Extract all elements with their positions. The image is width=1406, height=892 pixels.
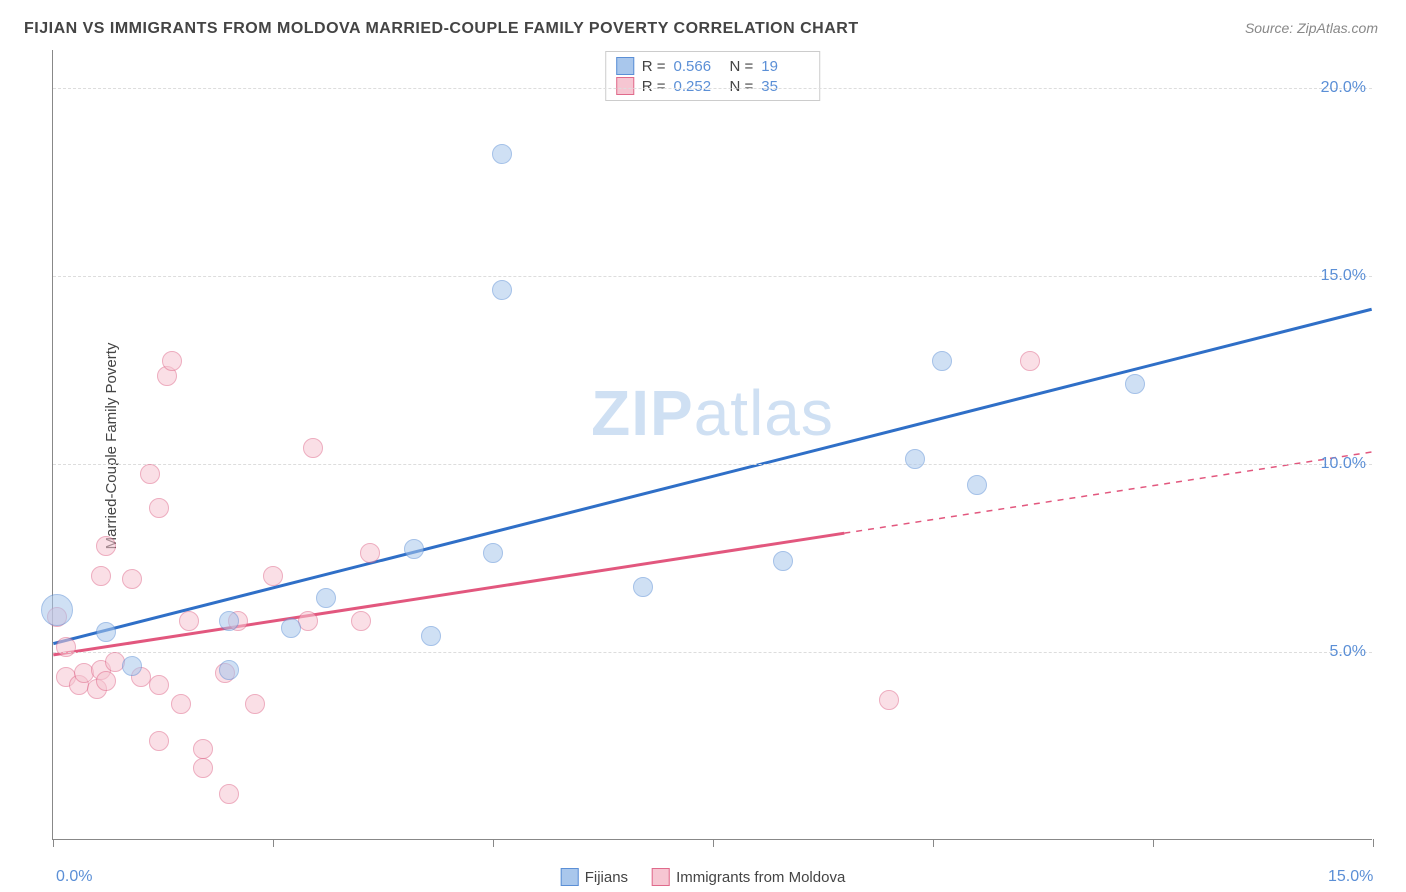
r-value: 0.566 bbox=[674, 58, 722, 75]
blue-point bbox=[316, 588, 336, 608]
pink-point bbox=[879, 690, 899, 710]
blue-point bbox=[967, 475, 987, 495]
blue-point bbox=[932, 351, 952, 371]
pink-point bbox=[140, 464, 160, 484]
y-tick-label: 20.0% bbox=[1321, 79, 1366, 97]
pink-point bbox=[149, 498, 169, 518]
pink-point bbox=[303, 438, 323, 458]
legend-bottom: Fijians Immigrants from Moldova bbox=[561, 868, 846, 886]
x-tick bbox=[933, 839, 934, 847]
pink-swatch-icon bbox=[616, 77, 634, 95]
n-value: 19 bbox=[761, 58, 809, 75]
pink-point bbox=[149, 675, 169, 695]
y-tick-label: 5.0% bbox=[1330, 643, 1366, 661]
legend-label: Fijians bbox=[585, 869, 628, 886]
x-tick bbox=[273, 839, 274, 847]
pink-point bbox=[193, 739, 213, 759]
pink-point bbox=[1020, 351, 1040, 371]
gridline bbox=[53, 276, 1372, 277]
blue-point bbox=[281, 618, 301, 638]
pink-point bbox=[360, 543, 380, 563]
n-value: 35 bbox=[761, 78, 809, 95]
x-tick bbox=[53, 839, 54, 847]
blue-point bbox=[421, 626, 441, 646]
blue-point bbox=[905, 449, 925, 469]
pink-point bbox=[179, 611, 199, 631]
blue-point bbox=[773, 551, 793, 571]
gridline bbox=[53, 464, 1372, 465]
pink-swatch-icon bbox=[652, 868, 670, 886]
x-tick bbox=[493, 839, 494, 847]
legend-stats-row: R = 0.566 N = 19 bbox=[616, 56, 810, 76]
pink-point bbox=[298, 611, 318, 631]
blue-point bbox=[96, 622, 116, 642]
pink-trendline bbox=[53, 533, 844, 655]
plot-area: ZIPatlas R =0.566N =19R =0.252N =35 5.0%… bbox=[52, 50, 1372, 840]
blue-point bbox=[219, 611, 239, 631]
pink-point bbox=[96, 671, 116, 691]
legend-item: Fijians bbox=[561, 868, 628, 886]
blue-point bbox=[492, 144, 512, 164]
blue-point bbox=[492, 280, 512, 300]
x-tick bbox=[1153, 839, 1154, 847]
pink-point bbox=[351, 611, 371, 631]
legend-stats-row: R = 0.252 N = 35 bbox=[616, 76, 810, 96]
pink-point bbox=[263, 566, 283, 586]
gridline bbox=[53, 652, 1372, 653]
n-label: N = bbox=[730, 58, 754, 75]
blue-point bbox=[122, 656, 142, 676]
x-tick-label: 0.0% bbox=[56, 868, 92, 886]
blue-point bbox=[1125, 374, 1145, 394]
pink-point bbox=[56, 637, 76, 657]
blue-point bbox=[219, 660, 239, 680]
blue-trendline bbox=[53, 309, 1371, 643]
pink-point bbox=[162, 351, 182, 371]
trend-lines-layer bbox=[53, 50, 1372, 839]
legend-item: Immigrants from Moldova bbox=[652, 868, 845, 886]
pink-point bbox=[219, 784, 239, 804]
blue-swatch-icon bbox=[616, 57, 634, 75]
pink-point bbox=[149, 731, 169, 751]
source-attribution: Source: ZipAtlas.com bbox=[1245, 20, 1378, 36]
pink-point bbox=[122, 569, 142, 589]
pink-point bbox=[91, 566, 111, 586]
pink-point bbox=[171, 694, 191, 714]
n-label: N = bbox=[730, 78, 754, 95]
y-tick-label: 10.0% bbox=[1321, 455, 1366, 473]
r-label: R = bbox=[642, 58, 666, 75]
y-tick-label: 15.0% bbox=[1321, 267, 1366, 285]
x-tick bbox=[713, 839, 714, 847]
r-value: 0.252 bbox=[674, 78, 722, 95]
blue-point bbox=[633, 577, 653, 597]
blue-swatch-icon bbox=[561, 868, 579, 886]
pink-point bbox=[245, 694, 265, 714]
gridline bbox=[53, 88, 1372, 89]
blue-point bbox=[41, 594, 73, 626]
x-tick-label: 15.0% bbox=[1328, 868, 1373, 886]
legend-stats-box: R = 0.566 N = 19 R = 0.252 N = 35 bbox=[605, 51, 821, 101]
blue-point bbox=[404, 539, 424, 559]
pink-point bbox=[96, 536, 116, 556]
r-label: R = bbox=[642, 78, 666, 95]
chart-title: FIJIAN VS IMMIGRANTS FROM MOLDOVA MARRIE… bbox=[24, 20, 859, 38]
legend-label: Immigrants from Moldova bbox=[676, 869, 845, 886]
blue-point bbox=[483, 543, 503, 563]
pink-point bbox=[193, 758, 213, 778]
x-tick bbox=[1373, 839, 1374, 847]
